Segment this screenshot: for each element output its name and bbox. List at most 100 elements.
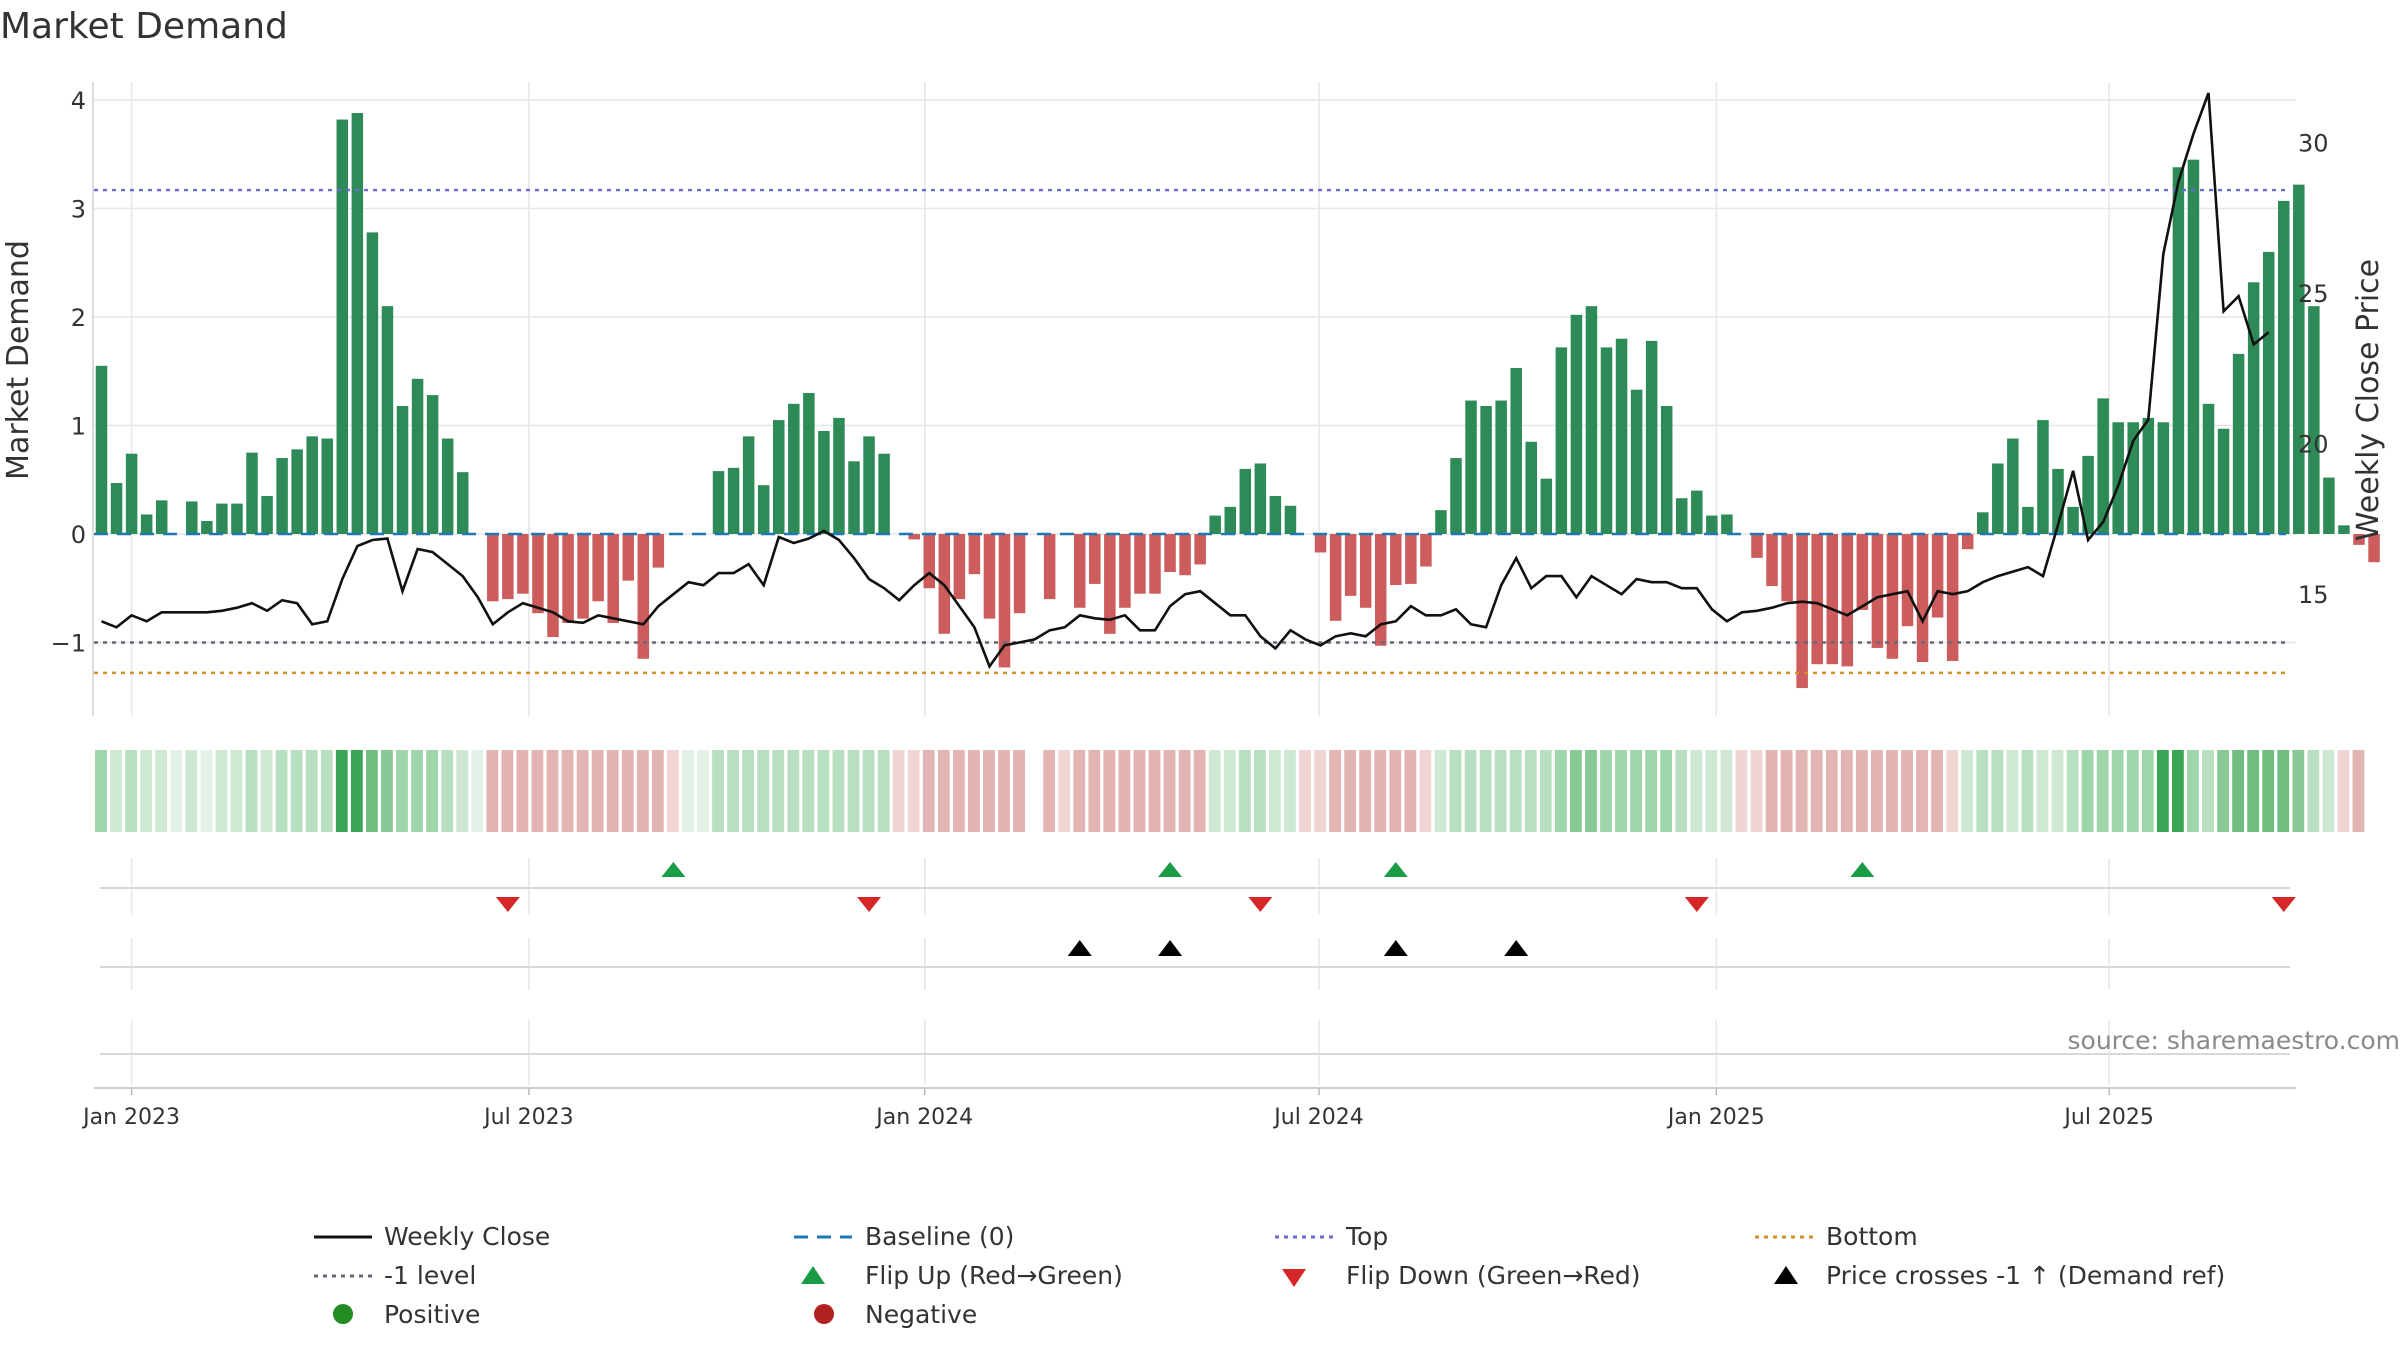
demand-bar-positive: [818, 430, 830, 534]
regime-cell: [2051, 750, 2064, 832]
regime-cell: [320, 750, 333, 832]
demand-bar-negative: [1104, 534, 1116, 634]
regime-cell: [441, 750, 454, 832]
demand-bar-negative: [1375, 534, 1387, 646]
y-left-tick-label: 4: [71, 87, 86, 115]
regime-cell: [2111, 750, 2124, 832]
regime-cell: [2322, 750, 2335, 832]
regime-cell: [260, 750, 273, 832]
demand-bar-positive: [2232, 353, 2245, 534]
regime-cell: [230, 750, 243, 832]
demand-bar-positive: [2052, 468, 2064, 534]
regime-cell: [350, 750, 363, 832]
demand-bar-positive: [411, 378, 424, 534]
regime-cell: [2187, 750, 2199, 832]
regime-cell: [275, 750, 288, 832]
demand-bar-positive: [2082, 455, 2094, 534]
regime-cell: [501, 750, 514, 832]
legend-bottom: Bottom: [1755, 1222, 1918, 1251]
demand-bar-positive: [2338, 525, 2350, 534]
regime-cell: [1585, 750, 1597, 832]
regime-cell: [125, 750, 137, 832]
demand-bar-negative: [998, 534, 1011, 668]
regime-cell: [2156, 750, 2169, 832]
demand-bar-positive: [1540, 478, 1553, 534]
regime-cell: [1509, 750, 1522, 832]
regime-cell: [1524, 750, 1537, 832]
regime-cell: [1359, 750, 1372, 832]
regime-cell: [998, 750, 1010, 832]
flip-down-marker: [1684, 897, 1709, 912]
regime-cell: [1840, 750, 1853, 832]
regime-cell: [1269, 750, 1281, 832]
demand-bar-positive: [1224, 506, 1236, 534]
demand-bar-positive: [833, 417, 845, 534]
regime-cell: [2036, 750, 2049, 832]
regime-cell: [200, 750, 213, 832]
demand-bar-negative: [1164, 534, 1176, 572]
regime-cell: [170, 750, 183, 832]
x-tick-label: Jul 2023: [482, 1105, 574, 1130]
regime-cell: [396, 750, 408, 832]
demand-bar-negative: [1179, 534, 1191, 576]
demand-bar-positive: [2293, 184, 2305, 534]
reference-lines: [94, 188, 2286, 675]
demand-bar-negative: [487, 534, 499, 602]
regime-cell: [1645, 750, 1658, 832]
demand-bar-negative: [1796, 534, 1808, 689]
demand-bar-negative: [1089, 534, 1101, 584]
demand-bar-negative: [1931, 534, 1944, 618]
demand-bar-negative: [2368, 534, 2380, 563]
demand-bar-positive: [321, 438, 333, 534]
regime-strip: [95, 750, 2365, 832]
demand-bar-negative: [1781, 534, 1793, 602]
regime-cell: [95, 750, 107, 832]
price-cross-marker: [1158, 940, 1183, 956]
legend-top-label: Top: [1345, 1222, 1388, 1251]
legend-flip-up-label: Flip Up (Red→Green): [865, 1261, 1123, 1290]
x-tick-label: Jan 2024: [874, 1105, 973, 1130]
flip-up-marker: [1158, 862, 1183, 877]
y-left-tick-label: 2: [71, 304, 86, 332]
regime-cell: [1795, 750, 1808, 832]
demand-bar-positive: [803, 392, 815, 534]
legend-flip-up: Flip Up (Red→Green): [801, 1261, 1123, 1290]
regime-cell: [110, 750, 122, 832]
x-tick-label: Jul 2025: [2062, 1105, 2154, 1130]
x-tick-label: Jan 2023: [81, 1105, 180, 1130]
regime-cell: [1374, 750, 1387, 832]
y-right-tick-label: 25: [2298, 280, 2329, 308]
regime-cell: [1208, 750, 1221, 832]
demand-bar-positive: [2262, 251, 2275, 534]
regime-cell: [140, 750, 153, 832]
flip-down-marker: [1248, 897, 1273, 912]
demand-bar-positive: [2067, 506, 2079, 534]
regime-cell: [1284, 750, 1296, 832]
flip-up-marker: [1383, 862, 1408, 877]
regime-cell: [2337, 750, 2350, 832]
demand-bar-positive: [1525, 441, 1537, 534]
demand-bar-positive: [2142, 417, 2155, 534]
price-cross-marker: [1383, 940, 1408, 956]
regime-cell: [968, 750, 980, 832]
regime-cell: [335, 750, 348, 832]
regime-cell: [155, 750, 168, 832]
demand-bar-positive: [1480, 405, 1492, 534]
legend-flip-down-label: Flip Down (Green→Red): [1346, 1261, 1641, 1290]
demand-bar-positive: [848, 461, 860, 534]
demand-bar-negative: [577, 534, 589, 619]
demand-bar-positive: [788, 403, 800, 534]
price-cross-panel: [100, 940, 2290, 968]
regime-cell: [2232, 750, 2244, 832]
y-left-tick-label: −1: [51, 630, 86, 658]
demand-bar-positive: [441, 438, 454, 534]
regime-cell: [937, 750, 950, 832]
demand-bar-positive: [742, 436, 755, 534]
regime-cell: [305, 750, 318, 832]
demand-bar-positive: [2247, 282, 2260, 534]
regime-cell: [1931, 750, 1943, 832]
demand-bar-negative: [1043, 534, 1056, 600]
demand-bar-positive: [1676, 498, 1688, 534]
demand-bar-positive: [2187, 159, 2200, 535]
flip-down-marker: [495, 897, 520, 912]
